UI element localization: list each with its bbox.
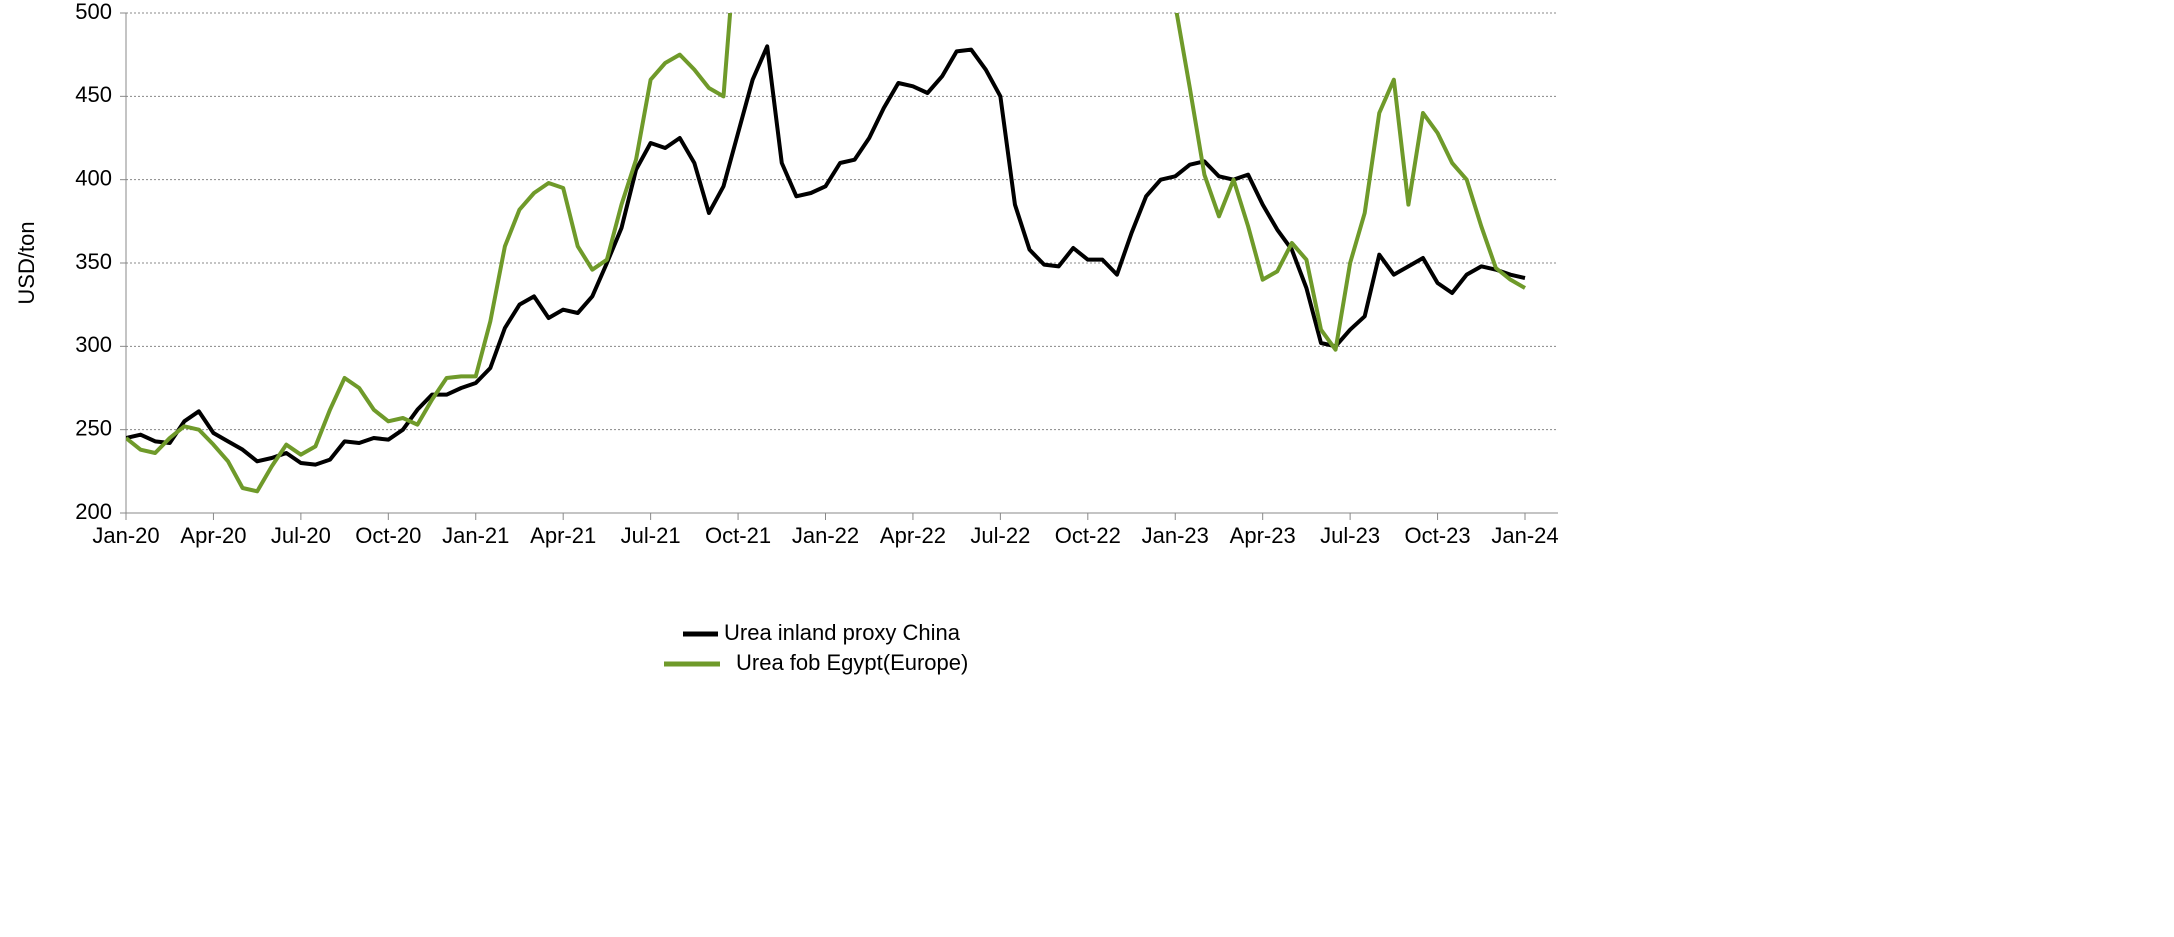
y-axis-label: USD/ton: [14, 221, 39, 304]
y-tick-label: 350: [75, 249, 112, 274]
plot-area: [126, 13, 1526, 494]
y-tick-label: 400: [75, 165, 112, 190]
x-tick-label: Apr-21: [530, 523, 596, 548]
x-tick-label: Apr-20: [180, 523, 246, 548]
x-tick-label: Apr-22: [880, 523, 946, 548]
x-tick-label: Jan-20: [92, 523, 159, 548]
series-line: [126, 44, 1526, 467]
x-tick-label: Oct-23: [1405, 523, 1471, 548]
x-tick-label: Jul-22: [970, 523, 1030, 548]
x-tick-label: Jul-20: [271, 523, 331, 548]
x-tick-label: Jan-24: [1491, 523, 1558, 548]
x-tick-label: Apr-23: [1230, 523, 1296, 548]
legend-label: Urea inland proxy China: [724, 620, 961, 645]
y-tick-label: 300: [75, 332, 112, 357]
x-tick-label: Jan-22: [792, 523, 859, 548]
y-tick-label: 250: [75, 415, 112, 440]
y-tick-label: 200: [75, 499, 112, 524]
x-tick-label: Jan-21: [442, 523, 509, 548]
legend-label: Urea fob Egypt(Europe): [736, 650, 968, 675]
x-tick-label: Jul-21: [621, 523, 681, 548]
series-line: [126, 13, 1526, 494]
y-tick-label: 450: [75, 82, 112, 107]
x-tick-label: Oct-21: [705, 523, 771, 548]
x-tick-label: Jul-23: [1320, 523, 1380, 548]
x-tick-label: Jan-23: [1142, 523, 1209, 548]
x-tick-label: Oct-20: [355, 523, 421, 548]
x-tick-label: Oct-22: [1055, 523, 1121, 548]
y-tick-label: 500: [75, 0, 112, 24]
